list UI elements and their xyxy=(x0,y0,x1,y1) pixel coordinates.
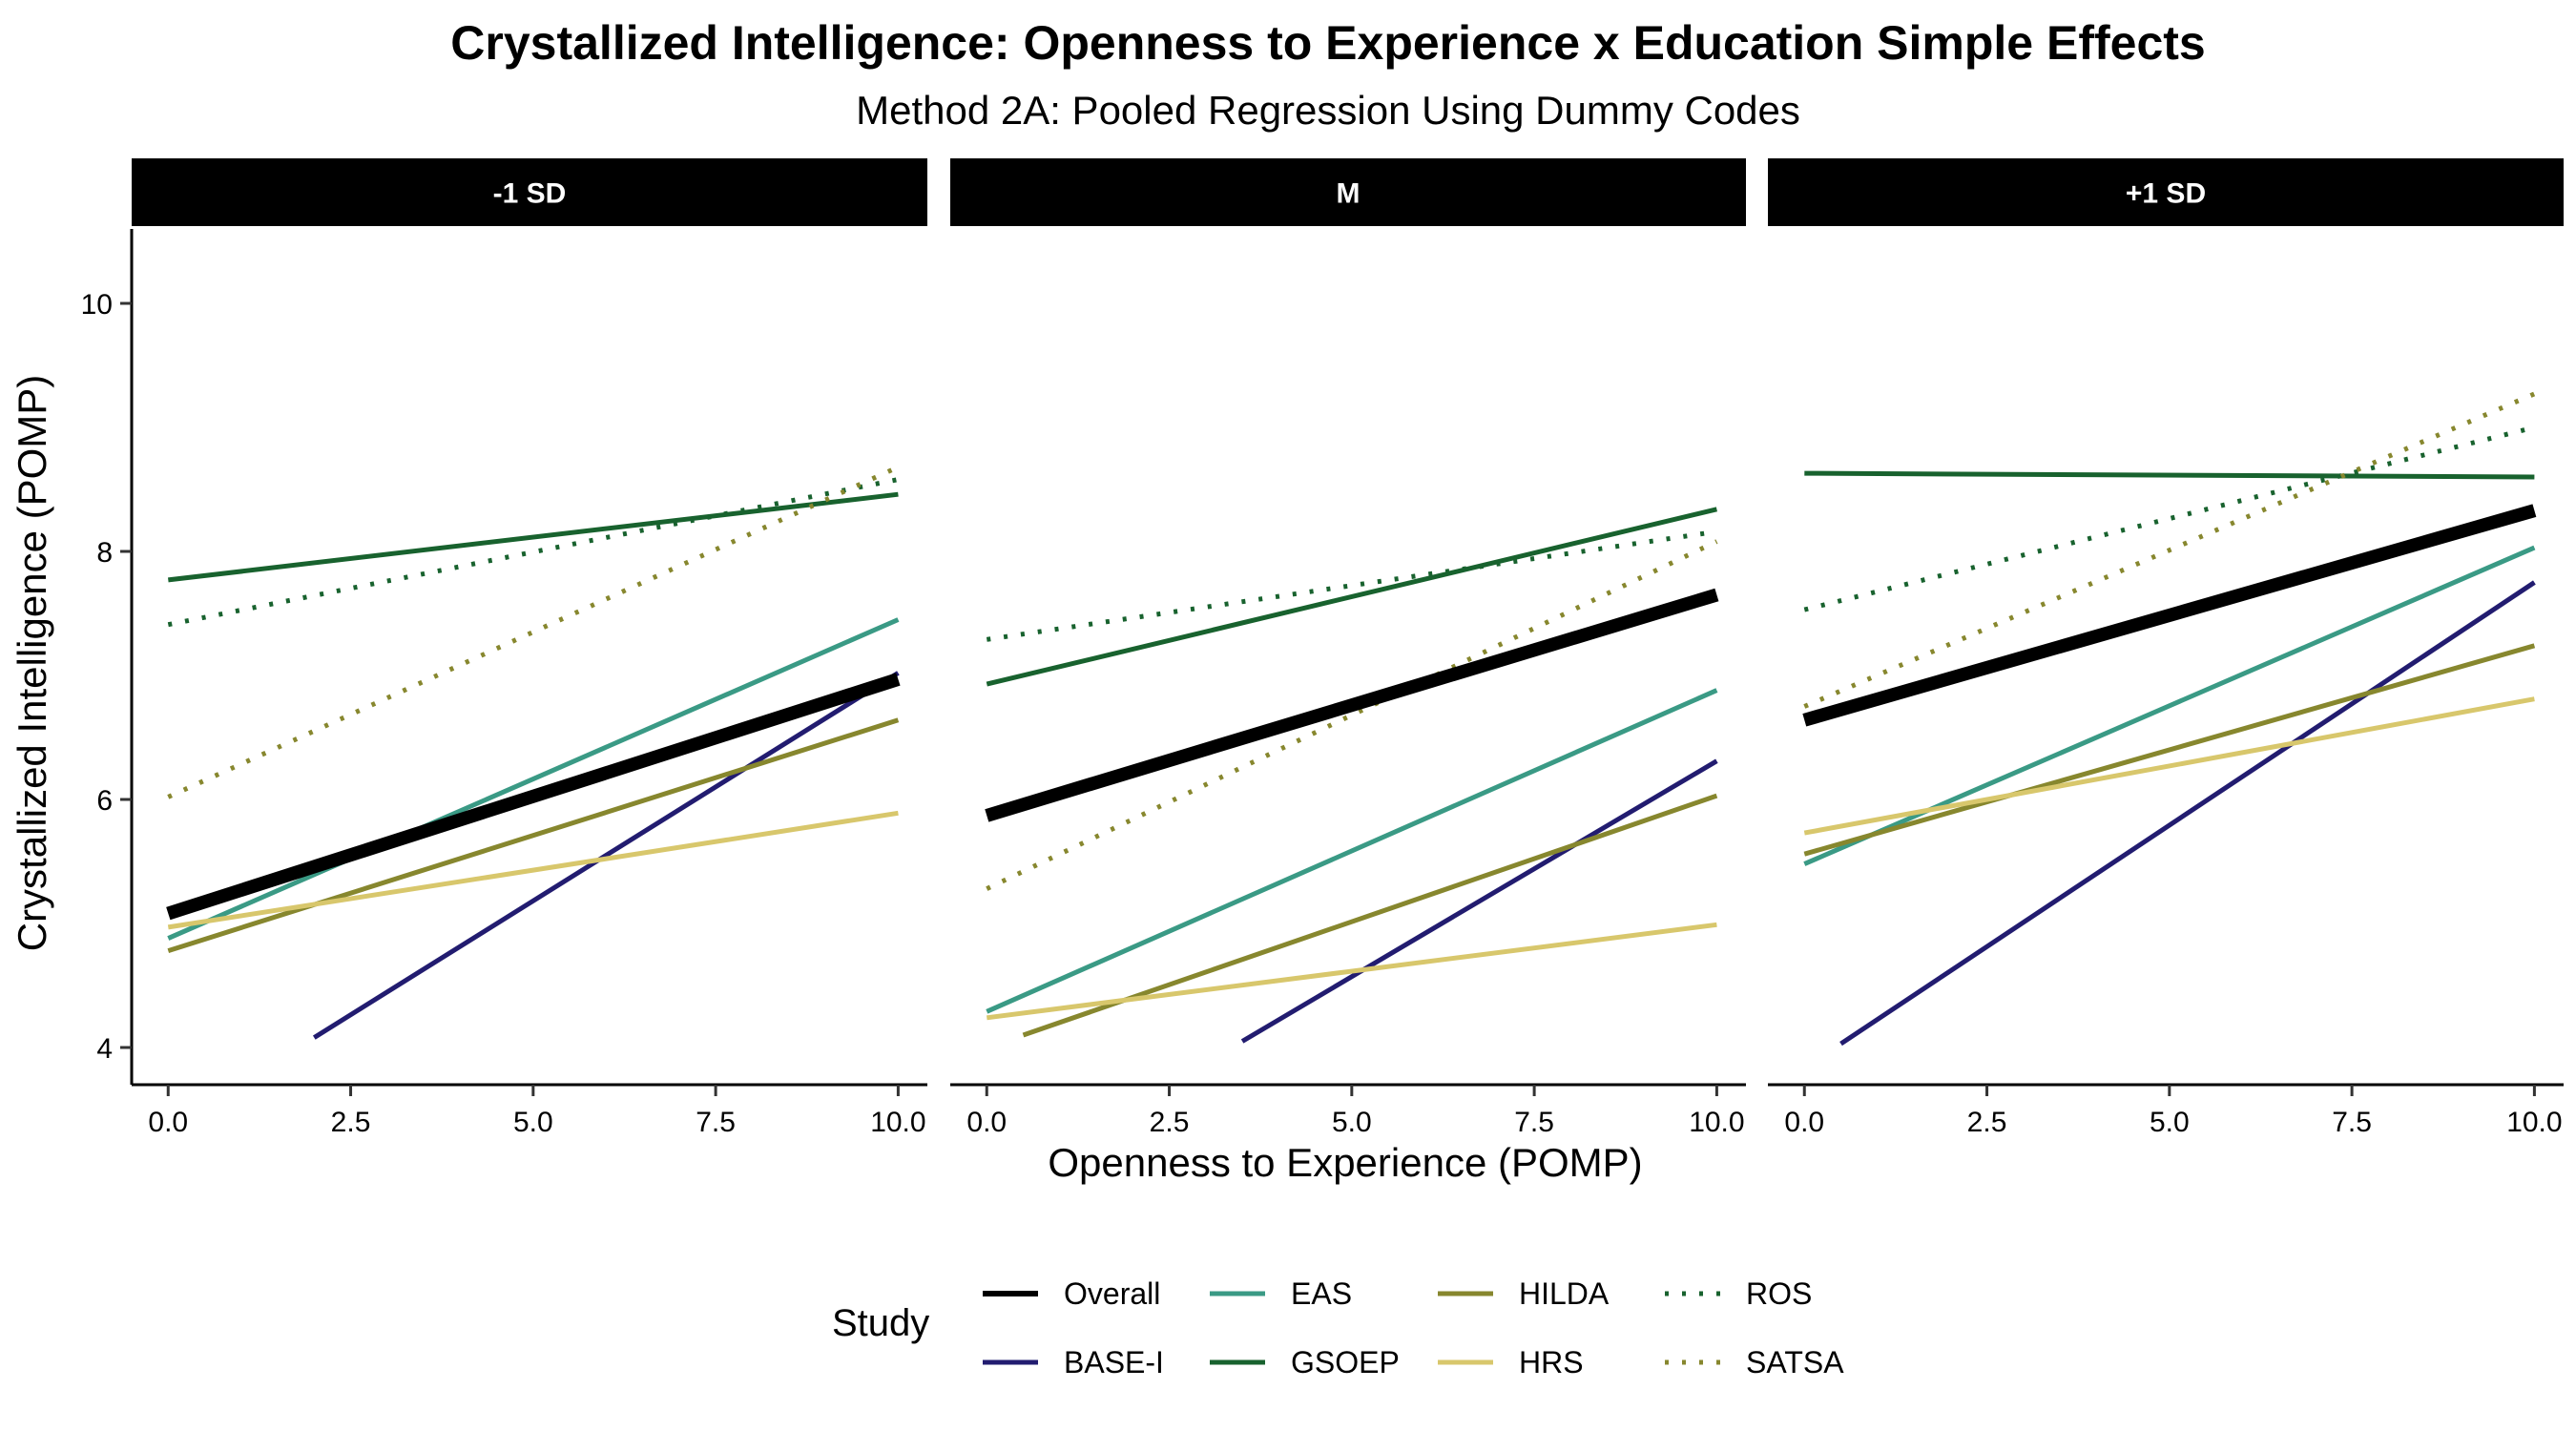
facet-strip xyxy=(1768,158,2564,226)
x-tick-label: 2.5 xyxy=(331,1107,371,1138)
y-tick-label: 4 xyxy=(96,1033,113,1065)
x-tick-label: 5.0 xyxy=(1332,1107,1372,1138)
series-line-eas xyxy=(1803,545,2536,866)
legend-label: EAS xyxy=(1291,1276,1352,1311)
series-line-gsoep xyxy=(986,507,1717,687)
panels: -1 SD 0.0 2.5 5.0 7.5 10.0 4 6 8 10 M 0.0 2.5 5.0 7.5 1… xyxy=(81,158,2564,1138)
series-line-satsa xyxy=(1803,391,2536,709)
y-tick-label: 10 xyxy=(81,289,113,321)
series-line-hilda xyxy=(1803,643,2536,857)
series-line-ros xyxy=(1803,425,2536,612)
x-tick-label: 0.0 xyxy=(966,1107,1007,1138)
series-line-eas xyxy=(986,688,1718,1014)
series-line-overall xyxy=(985,588,1719,822)
legend-label: ROS xyxy=(1746,1276,1812,1311)
series-line-gsoep xyxy=(1804,470,2535,480)
panel-1: M 0.0 2.5 5.0 7.5 10.0 xyxy=(950,158,1746,1138)
series-line-eas xyxy=(167,617,900,941)
facet-strip-label: M xyxy=(1337,178,1361,210)
legend: Study Overall BASE-I EAS GSOEP HILDA HRS ROS SA… xyxy=(832,1276,1844,1379)
series-line-base-i xyxy=(312,671,900,1040)
series-line-hilda xyxy=(167,717,900,953)
x-axis-title: Openness to Experience (POMP) xyxy=(1048,1140,1642,1185)
facet-strip xyxy=(132,158,927,226)
series-line-gsoep xyxy=(168,491,899,583)
x-tick-label: 7.5 xyxy=(2332,1107,2372,1138)
facet-strip-label: -1 SD xyxy=(493,178,567,210)
panel-2: +1 SD 0.0 2.5 5.0 7.5 10.0 xyxy=(1768,158,2564,1138)
y-axis-title: Crystallized Intelligence (POMP) xyxy=(10,375,54,952)
legend-label: Overall xyxy=(1064,1276,1160,1311)
x-tick-label: 0.0 xyxy=(148,1107,188,1138)
legend-label: HRS xyxy=(1519,1345,1584,1379)
series-line-overall xyxy=(1802,504,2537,727)
x-tick-label: 10.0 xyxy=(2506,1107,2562,1138)
legend-label: BASE-I xyxy=(1064,1345,1164,1379)
legend-label: GSOEP xyxy=(1291,1345,1400,1379)
chart-subtitle: Method 2A: Pooled Regression Using Dummy… xyxy=(856,88,1800,133)
facet-strip-label: +1 SD xyxy=(2126,178,2206,210)
x-tick-label: 2.5 xyxy=(1967,1107,2007,1138)
legend-label: SATSA xyxy=(1746,1345,1844,1379)
y-tick-label: 8 xyxy=(96,537,113,569)
x-tick-label: 0.0 xyxy=(1784,1107,1824,1138)
x-tick-label: 7.5 xyxy=(696,1107,736,1138)
series-line-base-i xyxy=(1839,580,2536,1047)
x-tick-label: 2.5 xyxy=(1150,1107,1190,1138)
legend-title: Study xyxy=(832,1302,929,1344)
panel-0: -1 SD 0.0 2.5 5.0 7.5 10.0 4 6 8 10 xyxy=(81,158,927,1138)
series-line-ros xyxy=(167,477,899,628)
series-line-hrs xyxy=(1803,696,2535,836)
series-line-satsa xyxy=(167,465,900,799)
facet-strip xyxy=(950,158,1746,226)
series-line-hrs xyxy=(167,810,899,930)
series-line-ros xyxy=(986,529,1717,642)
y-tick-label: 6 xyxy=(96,785,113,817)
series-line-hrs xyxy=(986,922,1717,1021)
x-tick-label: 10.0 xyxy=(1689,1107,1744,1138)
series-line-overall xyxy=(166,673,901,921)
x-tick-label: 7.5 xyxy=(1514,1107,1554,1138)
legend-label: HILDA xyxy=(1519,1276,1610,1311)
series-line-satsa xyxy=(986,539,1718,891)
series-line-hilda xyxy=(1022,793,1718,1038)
x-tick-label: 5.0 xyxy=(2150,1107,2190,1138)
x-tick-label: 10.0 xyxy=(870,1107,925,1138)
x-tick-label: 5.0 xyxy=(513,1107,553,1138)
series-line-base-i xyxy=(1240,758,1718,1044)
chart-title: Crystallized Intelligence: Openness to E… xyxy=(450,16,2205,70)
